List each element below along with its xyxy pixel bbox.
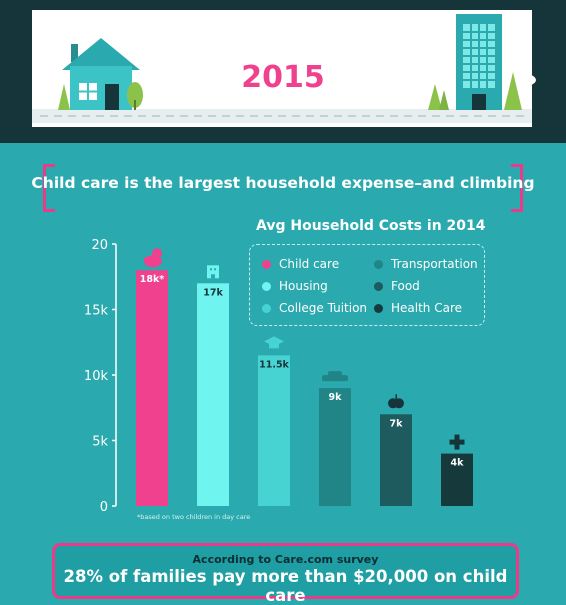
legend-label: College Tuition [279, 301, 368, 315]
legend-swatch [262, 303, 271, 313]
legend-swatch [374, 281, 383, 291]
chart-title: Avg Household Costs in 2014 [256, 218, 486, 234]
house-icon [62, 38, 140, 110]
left-bracket [43, 164, 55, 212]
bar-college-tuition [258, 355, 290, 506]
page-title: The Cost of Care [139, 28, 427, 63]
bar-child-care [136, 270, 168, 506]
tree-icon [58, 84, 70, 110]
chart-legend: Child care Housing College Tuition Transpor… [249, 244, 485, 326]
bar-value-label: 9k [329, 392, 343, 403]
legend-item: Child care [262, 257, 339, 271]
office-building-icon [456, 14, 502, 110]
bar-health-care [441, 453, 473, 506]
y-tick-label: 20 [91, 238, 108, 253]
y-tick-label: 10k [84, 369, 109, 384]
callout-source: According to Care.com survey [192, 553, 379, 566]
right-bracket [511, 164, 523, 212]
y-tick-label: 15k [84, 304, 109, 319]
bar-value-label: 17k [203, 287, 223, 298]
y-tick-label: 0 [100, 500, 108, 515]
plus-icon [449, 434, 465, 450]
bar-value-label: 4k [451, 458, 465, 469]
legend-label: Child care [279, 257, 340, 271]
legend-item: College Tuition [262, 301, 367, 315]
subtitle: Child care is the largest household expe… [31, 174, 535, 192]
car-icon [322, 371, 348, 382]
legend-swatch [374, 303, 383, 313]
legend-item: Food [374, 279, 420, 293]
legend-swatch [374, 259, 383, 269]
bar-transportation [319, 388, 351, 506]
legend-label: Health Care [391, 301, 463, 315]
legend-item: Housing [262, 279, 328, 293]
tree-icon [428, 84, 449, 110]
duck-icon [144, 248, 162, 268]
header-illustration [32, 10, 536, 127]
building-icon [207, 265, 219, 279]
legend-swatch [262, 259, 271, 269]
bar-value-label: 18k* [140, 274, 165, 285]
survey-callout: According to Care.com survey 28% of fami… [52, 543, 519, 605]
tree-icon [127, 82, 143, 110]
callout-statement: 28% of families pay more than $20,000 on… [63, 567, 508, 605]
bar-food [380, 414, 412, 506]
tree-icon [504, 72, 522, 110]
legend-label: Transportation [391, 257, 478, 271]
header-banner: The Cost of Care 2015 [0, 0, 566, 143]
apple-icon [388, 394, 404, 409]
y-tick-label: 5k [92, 435, 108, 450]
legend-label: Food [391, 279, 420, 293]
page-year: 2015 [241, 60, 325, 95]
cloud-icon [420, 68, 464, 94]
legend-label: Housing [279, 279, 328, 293]
chart-footnote: *based on two children in day care [137, 513, 251, 521]
graduation-cap-icon [264, 336, 284, 349]
legend-item: Transportation [374, 257, 478, 271]
legend-item: Health Care [374, 301, 462, 315]
bar-housing [197, 283, 229, 506]
legend-swatch [262, 281, 271, 291]
bar-value-label: 7k [390, 418, 404, 429]
bar-value-label: 11.5k [259, 359, 289, 370]
